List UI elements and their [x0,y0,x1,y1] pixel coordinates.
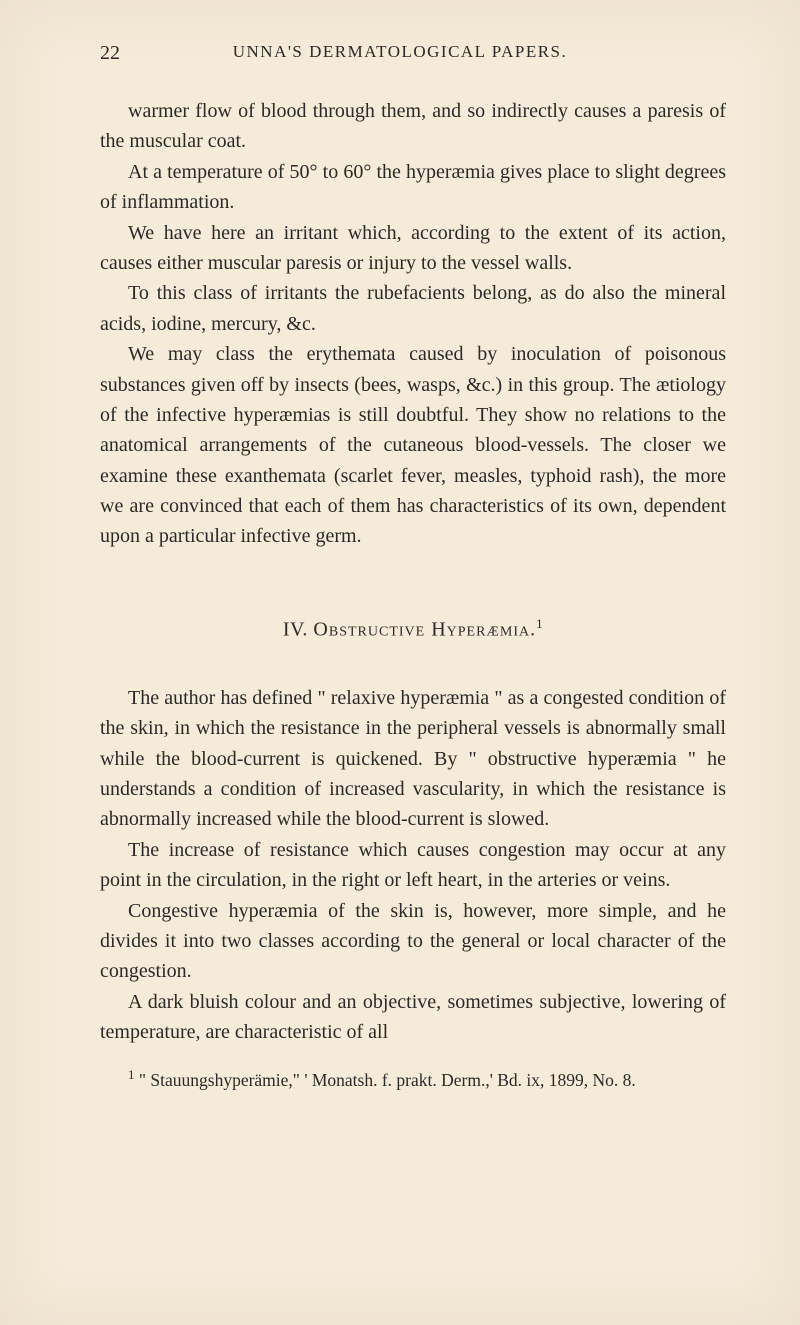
paragraph: A dark bluish colour and an objective, s… [100,987,726,1048]
paragraph: The increase of resistance which causes … [100,835,726,896]
section-title-text: Obstructive Hyperæmia. [313,619,536,641]
paragraph: The author has defined " relaxive hyperæ… [100,683,726,835]
paragraph: Congestive hyperæmia of the skin is, how… [100,896,726,987]
paragraph: We may class the erythemata caused by in… [100,339,726,552]
footnote-separator [100,1048,726,1066]
section-numeral: IV. [283,619,308,641]
section-spacer [100,552,726,614]
paragraph: warmer flow of blood through them, and s… [100,96,726,157]
footnote-ref-mark: 1 [128,1067,135,1082]
running-header: UNNA'S DERMATOLOGICAL PAPERS. [0,42,800,62]
footnote-mark: 1 [536,616,543,631]
paragraph: We have here an irritant which, accordin… [100,218,726,279]
footnote-text: " Stauungshyperämie," ' Monatsh. f. prak… [139,1069,636,1089]
paragraph: To this class of irritants the rubefacie… [100,278,726,339]
footnote: 1 " Stauungshyperämie," ' Monatsh. f. pr… [100,1066,726,1093]
paragraph: At a temperature of 50° to 60° the hyper… [100,157,726,218]
page-content: warmer flow of blood through them, and s… [100,96,726,1093]
section-title: IV. Obstructive Hyperæmia.1 [100,614,726,645]
